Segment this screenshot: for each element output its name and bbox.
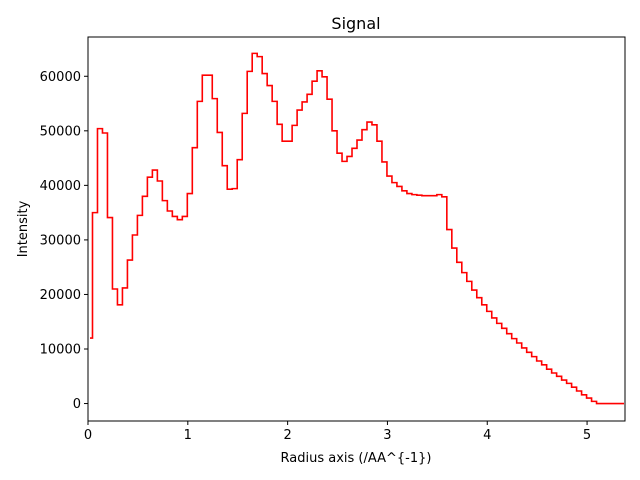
x-axis: 0 1 2 3 4 5 xyxy=(84,421,591,443)
x-tick-label: 5 xyxy=(583,428,591,443)
y-axis: 0 10000 20000 30000 40000 50000 60000 xyxy=(40,70,88,412)
x-tick-label: 0 xyxy=(84,428,92,443)
y-tick-label: 0 xyxy=(73,397,81,412)
chart-title: Signal xyxy=(331,14,380,33)
y-tick-label: 20000 xyxy=(40,288,81,303)
y-tick-label: 30000 xyxy=(40,233,81,248)
x-tick-label: 2 xyxy=(283,428,291,443)
y-tick-label: 50000 xyxy=(40,124,81,139)
x-axis-label: Radius axis (/AA^{-1}) xyxy=(281,451,432,466)
y-tick-label: 40000 xyxy=(40,179,81,194)
x-tick-label: 4 xyxy=(483,428,491,443)
y-tick-label: 10000 xyxy=(40,343,81,358)
y-tick-label: 60000 xyxy=(40,70,81,85)
plot-layer xyxy=(89,52,625,405)
x-tick-label: 1 xyxy=(184,428,192,443)
x-tick-label: 3 xyxy=(383,428,391,443)
y-axis-label: Intensity xyxy=(16,200,31,257)
plot-frame xyxy=(87,36,626,422)
signal-series-line xyxy=(89,52,625,405)
